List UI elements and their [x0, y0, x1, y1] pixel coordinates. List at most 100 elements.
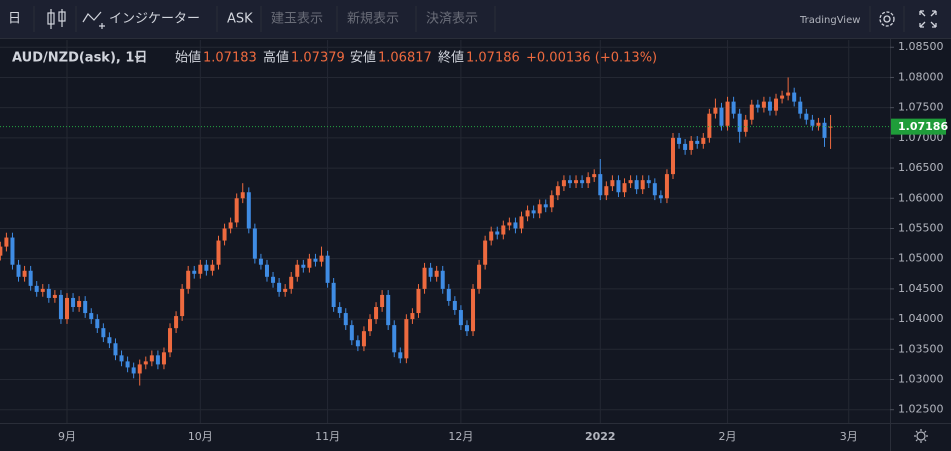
candle-body	[737, 113, 742, 132]
candle-body	[646, 180, 651, 184]
candle-body	[10, 237, 15, 265]
candle-body	[246, 192, 251, 229]
x-tick-label: 2月	[719, 430, 737, 443]
fullscreen-button[interactable]	[919, 10, 937, 28]
candle-body	[501, 225, 506, 235]
candle-body	[410, 313, 415, 320]
candle-body	[374, 307, 379, 320]
candle-body	[149, 355, 154, 362]
candle-body	[289, 276, 294, 289]
position-button[interactable]: 建玉表示	[271, 12, 323, 27]
candle-body	[210, 264, 215, 271]
ohlc-label: 高値	[263, 50, 289, 66]
candle-body	[610, 180, 615, 187]
settings-button[interactable]	[879, 11, 895, 27]
candle-body	[434, 270, 439, 277]
candle-body	[567, 180, 572, 184]
candle-body	[355, 340, 360, 347]
chart-type-button[interactable]	[47, 9, 66, 29]
y-tick-label: 1.04000	[898, 312, 944, 325]
candle-body	[677, 137, 682, 144]
settlement-button[interactable]: 決済表示	[426, 12, 478, 27]
candle-body	[34, 285, 39, 292]
candle-body	[4, 237, 9, 247]
candle-body	[689, 140, 694, 150]
toolbar	[0, 0, 951, 38]
candle-body	[301, 264, 306, 268]
interval-button[interactable]: 日	[8, 12, 21, 27]
candle-body	[428, 267, 433, 277]
candle-body	[561, 180, 566, 187]
new-order-button[interactable]: 新規表示	[347, 12, 399, 27]
x-tick-label: 3月	[840, 430, 858, 443]
candle-body	[713, 107, 718, 114]
candle-body	[46, 288, 51, 298]
indicator-icon[interactable]	[82, 11, 105, 29]
candle-body	[313, 258, 318, 262]
candle-body	[143, 361, 148, 365]
x-tick-label: 12月	[448, 430, 473, 443]
candle-body	[234, 198, 239, 223]
candle-body	[40, 288, 45, 292]
y-tick-label: 1.06500	[898, 161, 944, 174]
candle-body	[65, 297, 69, 320]
x-tick-label: 11月	[315, 430, 340, 443]
candle-body	[168, 328, 173, 353]
candle-body	[592, 174, 597, 178]
candle-body	[828, 126, 833, 128]
candle-body	[774, 98, 779, 111]
candle-body	[743, 119, 748, 132]
candle-body	[198, 264, 203, 274]
last-price-tag	[891, 118, 946, 135]
candle-body	[155, 355, 160, 365]
candle-body	[180, 288, 185, 317]
candle-body	[531, 210, 536, 214]
candle-body	[83, 300, 88, 314]
candle-body	[683, 143, 688, 150]
y-tick-label: 1.08000	[898, 70, 944, 83]
candle-body	[549, 195, 554, 208]
candle-body	[216, 240, 221, 265]
candle-body	[264, 264, 269, 277]
candle-body	[816, 122, 821, 126]
candle-body	[513, 222, 518, 229]
y-tick-label: 1.05500	[898, 221, 944, 234]
candle-body	[186, 270, 191, 289]
indicator-button[interactable]: インジケーター	[109, 12, 200, 27]
candle-body	[271, 276, 276, 283]
symbol-chevron[interactable]	[134, 55, 142, 60]
axes: 1.02500 1.03000 1.03500 1.04000 1.04500 1.050…	[58, 40, 948, 443]
ask-button[interactable]: ASK	[227, 12, 253, 27]
candle-body	[598, 174, 603, 196]
symbol[interactable]: AUD/NZD(ask), 1日	[12, 51, 147, 66]
brand: TradingView	[799, 15, 860, 26]
candle-body	[277, 282, 282, 292]
candle-body	[319, 255, 324, 262]
candle-body	[137, 364, 142, 374]
candle-body	[222, 228, 227, 241]
candle-body	[422, 267, 427, 289]
y-tick-label: 1.05000	[898, 252, 944, 265]
ohlc-value: 1.07379	[291, 51, 345, 66]
candle-body	[519, 216, 524, 229]
candle-body	[71, 297, 76, 308]
change: +0.00136 (+0.13%)	[526, 51, 657, 66]
candle-body	[477, 264, 482, 289]
candle-body	[507, 222, 512, 226]
ohlc-legend: 始値 1.07183 高値 1.07379 安値 1.06817 終値 1.07186 +0.0…	[175, 50, 657, 66]
candle-body	[725, 101, 730, 126]
candle-body	[28, 270, 33, 286]
candle-body	[119, 355, 124, 362]
candle-body	[331, 282, 336, 308]
y-tick-label: 1.04500	[898, 282, 944, 295]
candle-body	[658, 195, 663, 199]
candle-body	[755, 104, 760, 108]
candle-body	[204, 264, 209, 271]
time-axis-settings[interactable]	[914, 429, 928, 443]
candle-body	[525, 210, 530, 217]
candle-body	[616, 180, 621, 193]
candle-body	[628, 180, 633, 184]
candle-body	[101, 328, 106, 338]
plot-area	[0, 40, 890, 423]
candle-body	[16, 264, 21, 277]
